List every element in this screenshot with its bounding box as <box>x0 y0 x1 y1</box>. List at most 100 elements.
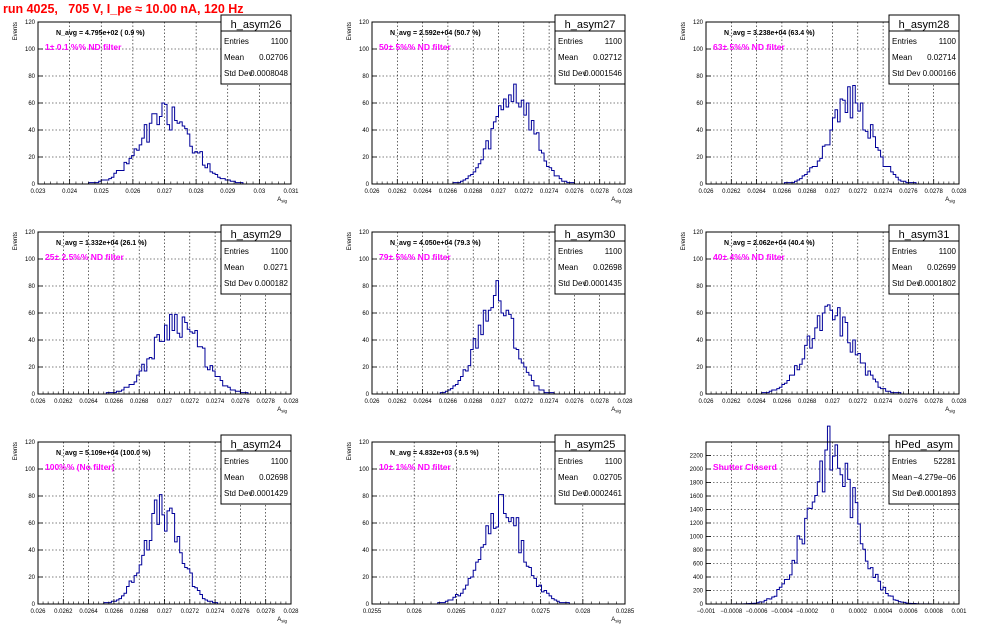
stats-box <box>554 14 626 85</box>
x-axis-label: Asig <box>277 197 287 204</box>
y-tick-label: 100 <box>25 47 36 53</box>
stats-box <box>554 434 626 505</box>
x-tick-label: 0.028 <box>951 399 967 405</box>
x-tick-label: 0.0262 <box>388 189 407 195</box>
x-tick-label: 0.0265 <box>447 609 466 615</box>
y-tick-label: 80 <box>28 494 35 500</box>
panel-h_asym25: 0.0255 0.026 0.0265 0.027 0.0275 0.028 0.0285 0… <box>347 434 635 624</box>
x-tick-label: 0.027 <box>491 399 507 405</box>
y-tick-label: 40 <box>28 338 35 344</box>
histogram-name: h_asym30 <box>565 229 616 241</box>
y-tick-label: 20 <box>362 155 369 161</box>
x-tick-label: 0.0276 <box>231 399 250 405</box>
x-tick-label: 0.0275 <box>531 609 550 615</box>
y-axis-label: Events <box>347 232 353 250</box>
y-tick-label: 40 <box>28 548 35 554</box>
y-tick-label: 100 <box>359 47 370 53</box>
y-tick-label: 20 <box>28 365 35 371</box>
x-tick-label: 0.0255 <box>363 609 382 615</box>
x-tick-label: 0.0264 <box>413 399 432 405</box>
x-tick-label: 0.0264 <box>79 399 98 405</box>
y-tick-label: 0 <box>366 602 370 608</box>
x-tick-label: 0.0262 <box>722 399 741 405</box>
x-tick-label: 0.0002 <box>849 609 868 615</box>
page-title: run 4025, 705 V, I_pe ≈ 10.00 nA, 120 Hz <box>3 2 244 16</box>
stats-box <box>888 14 960 85</box>
y-tick-label: 80 <box>362 494 369 500</box>
y-tick-label: 1200 <box>690 521 704 527</box>
x-tick-label: 0.026 <box>364 399 380 405</box>
stats-key: Mean <box>892 473 912 482</box>
x-tick-label: 0.0262 <box>54 609 73 615</box>
y-axis-label: Events <box>347 442 353 460</box>
filter-label: 100%% (No filter) <box>45 462 115 472</box>
histogram-line <box>706 425 959 605</box>
stats-key: Entries <box>892 37 917 46</box>
stats-value: 1100 <box>271 37 289 46</box>
y-tick-label: 2000 <box>690 467 704 473</box>
stats-box <box>888 434 960 505</box>
x-axis-label: Asig <box>611 617 621 624</box>
panel-h_asym30: 0.026 0.0262 0.0264 0.0266 0.0268 0.027 0.0272… <box>347 224 633 414</box>
navg-label: N_avg = 2.592e+04 (50.7 %) <box>390 30 481 37</box>
stats-key: Mean <box>558 263 578 272</box>
x-tick-label: 0.0262 <box>54 399 73 405</box>
stats-box <box>220 434 292 505</box>
stats-box <box>888 224 960 295</box>
stats-key: Entries <box>892 457 917 466</box>
x-tick-label: 0.0276 <box>231 609 250 615</box>
y-tick-label: 1800 <box>690 481 704 487</box>
y-tick-label: 0 <box>366 182 370 188</box>
y-tick-label: 20 <box>696 365 703 371</box>
y-tick-label: 60 <box>362 521 369 527</box>
x-tick-label: 0.023 <box>30 189 46 195</box>
x-tick-label: 0.028 <box>617 189 633 195</box>
stats-key: Entries <box>224 457 249 466</box>
histogram-line <box>372 494 625 605</box>
x-tick-label: 0.0268 <box>798 399 817 405</box>
x-tick-label: −0.0006 <box>746 609 769 615</box>
y-tick-label: 1600 <box>690 494 704 500</box>
x-tick-label: 0.0276 <box>565 189 584 195</box>
filter-label: 50± 5%% ND filter <box>379 42 451 52</box>
x-tick-label: 0.0272 <box>181 609 200 615</box>
navg-label: N_avg = 4.832e+03 ( 9.5 %) <box>390 450 479 457</box>
histogram-line <box>38 102 291 185</box>
stats-key: Entries <box>558 37 583 46</box>
stats-value: 0.02698 <box>259 473 288 482</box>
filter-label: 1± 0.1 %% ND filter <box>45 42 122 52</box>
y-tick-label: 200 <box>693 589 704 595</box>
x-tick-label: 0.0268 <box>130 399 149 405</box>
x-tick-label: 0.0276 <box>899 189 918 195</box>
x-tick-label: 0.0272 <box>515 399 534 405</box>
x-tick-label: 0.0274 <box>206 609 225 615</box>
y-tick-label: 60 <box>362 101 369 107</box>
y-tick-label: 0 <box>366 392 370 398</box>
stats-key: Std Dev <box>224 69 252 78</box>
stats-key: Std Dev <box>224 279 252 288</box>
x-tick-label: 0.027 <box>825 189 841 195</box>
x-tick-label: 0.0272 <box>849 399 868 405</box>
stats-value: 0.0008048 <box>250 69 288 78</box>
navg-label: N_avg = 3.238e+04 (63.4 %) <box>724 30 815 37</box>
x-tick-label: 0.0274 <box>874 189 893 195</box>
y-tick-label: 100 <box>359 467 370 473</box>
y-tick-label: 80 <box>696 284 703 290</box>
x-tick-label: 0.0278 <box>591 399 610 405</box>
histogram-name: h_asym25 <box>565 439 616 451</box>
x-axis-label: Asig <box>945 197 955 204</box>
histogram-name: hPed_asym <box>895 439 953 451</box>
stats-key: Mean <box>224 473 244 482</box>
y-tick-label: 100 <box>25 467 36 473</box>
filter-label: 63± 5%% ND filter <box>713 42 785 52</box>
panel-h_asym29: 0.026 0.0262 0.0264 0.0266 0.0268 0.027 0.0272… <box>13 224 299 414</box>
navg-label: N_avg = 5.109e+04 (100.0 %) <box>56 450 151 457</box>
x-tick-label: −0.0002 <box>796 609 819 615</box>
y-tick-label: 120 <box>25 20 36 26</box>
filter-label: 25± 2.5%% ND filter <box>45 252 125 262</box>
stats-key: Std Dev <box>558 489 586 498</box>
stats-key: Mean <box>892 263 912 272</box>
y-tick-label: 120 <box>25 440 36 446</box>
y-tick-label: 0 <box>32 182 36 188</box>
